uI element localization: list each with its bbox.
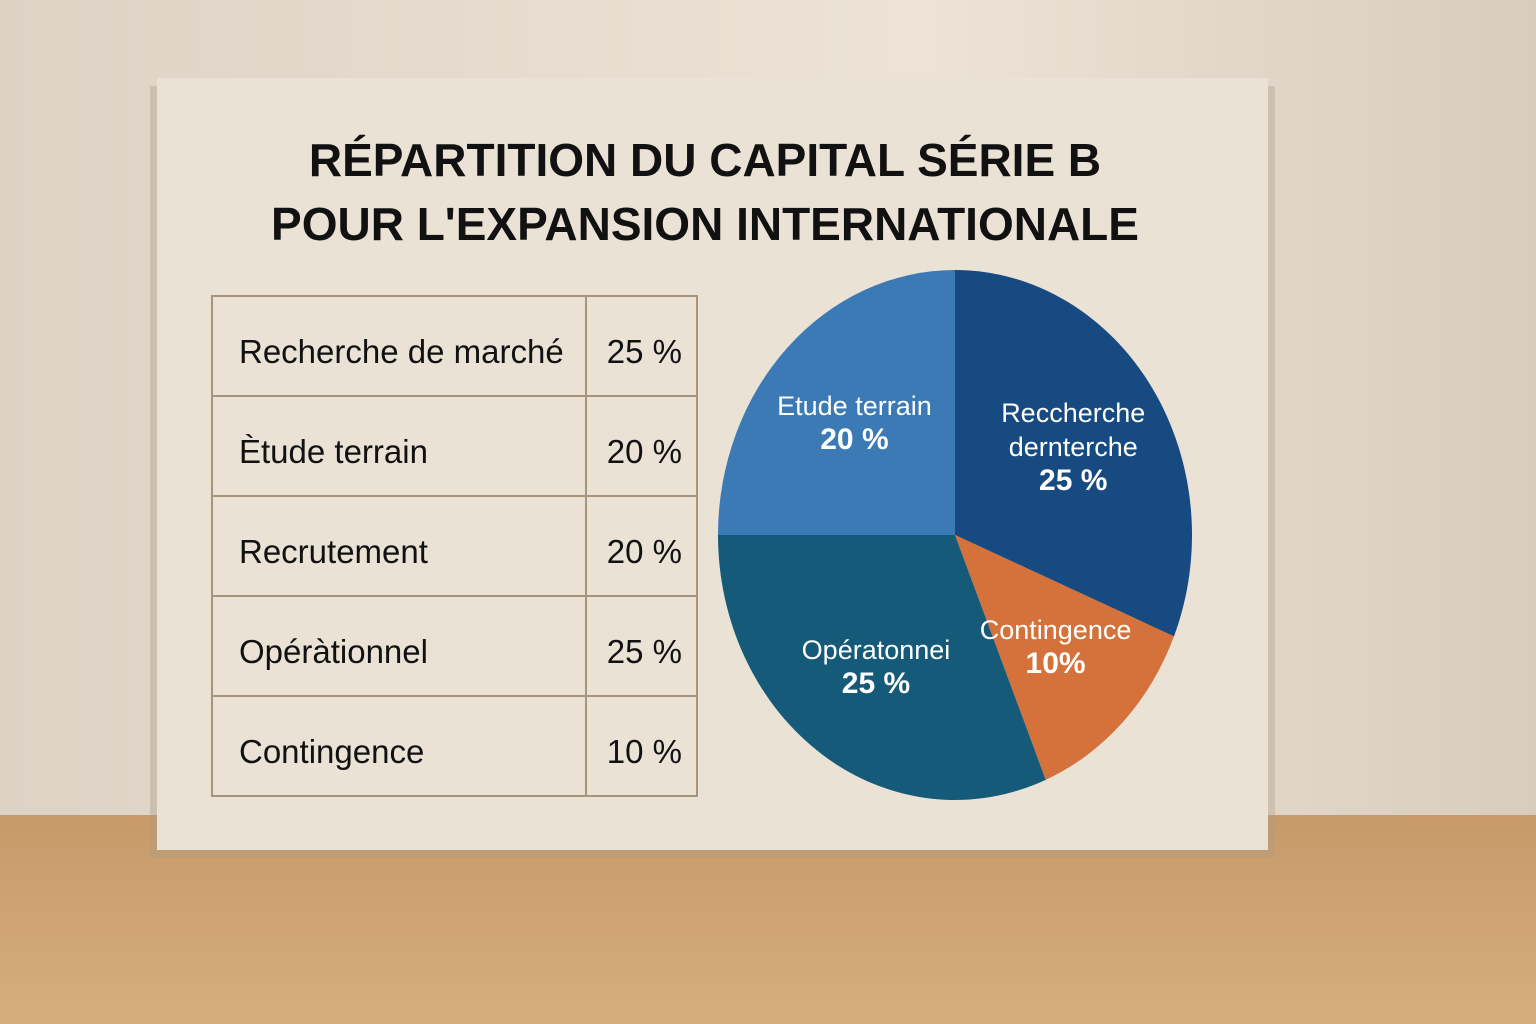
slice-value: 25 % [841,667,911,701]
row-value: 25 % [607,633,682,670]
row-label: Recherche de marché [239,333,564,370]
slice-label: Reccherche dernterche 25 % [973,396,1173,498]
pie-slice [718,270,955,535]
row-value: 20 % [607,433,682,470]
title-line: POUR L'EXPANSION INTERNATIONALE [271,198,1139,250]
slice-value: 20 % [820,422,889,456]
slice-name: Opératonnei [801,635,951,666]
row-value: 20 % [607,533,682,570]
row-label: Ètude terrain [239,433,428,470]
slice-value: 25 % [1039,463,1108,497]
pie-slice [955,535,1174,780]
row-label: Contingence [239,733,424,770]
pie-chart [718,270,1192,800]
table-frame [211,295,698,797]
row-label: Opéràtionnel [239,633,428,670]
slice-label: Contingence 10% [956,613,1156,681]
slice-label: Opératonnei 25 % [776,633,976,701]
slice-value: 10% [1025,647,1086,681]
slice-name: Contingence [979,615,1132,646]
title-line: RÉPARTITION DU CAPITAL SÉRIE B [309,134,1101,186]
row-value: 25 % [607,333,682,370]
slice-name: Etude terrain [777,390,932,421]
table: Recherche de marché 25 % Ètude terrain 20 %… [211,295,698,797]
pie-slice [955,270,1192,637]
row-value: 10 % [607,733,682,770]
slice-name: Reccherche dernterche [1001,397,1146,462]
row-label: Recrutement [239,533,428,570]
slice-label: Etude terrain 20 % [754,389,954,457]
pie-slice [718,535,1046,800]
